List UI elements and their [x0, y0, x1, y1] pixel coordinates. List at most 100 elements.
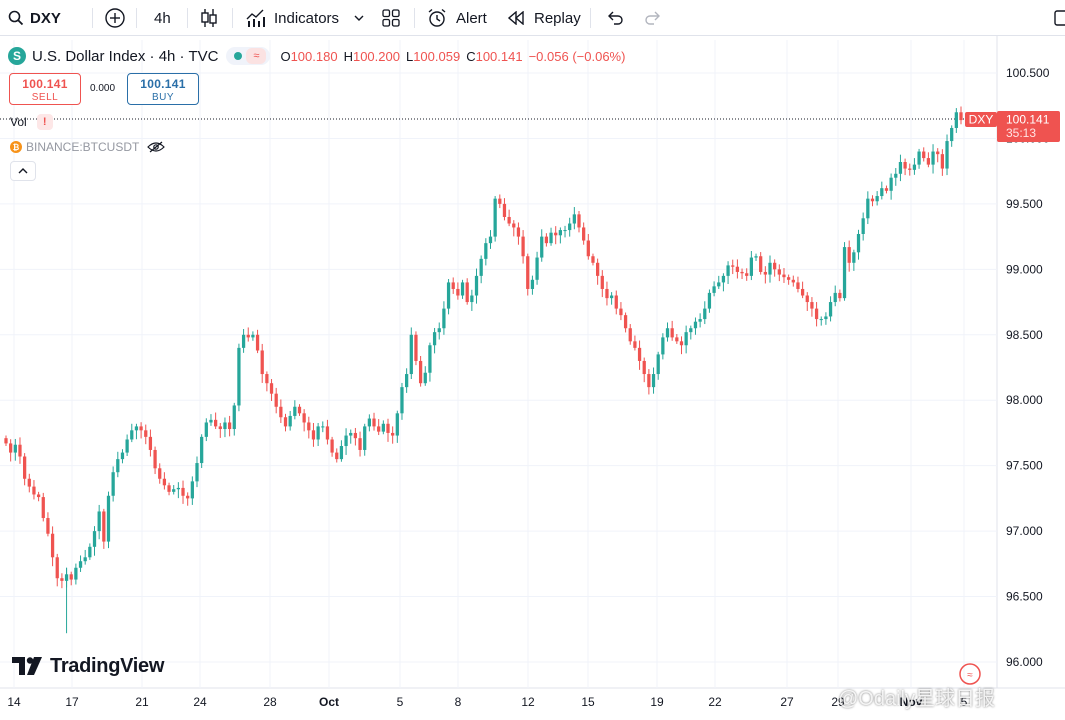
candle-body	[740, 271, 744, 274]
chevron-down-icon	[354, 15, 364, 21]
candle-body	[926, 158, 931, 165]
replay-button[interactable]: Replay	[507, 0, 581, 36]
collapse-legend-button[interactable]	[10, 161, 36, 181]
candle	[675, 333, 679, 344]
redo-icon	[645, 11, 660, 25]
chevron-up-icon	[18, 168, 28, 174]
toolbar-divider	[414, 8, 415, 28]
candles-icon	[201, 9, 217, 27]
candle-body	[186, 495, 190, 499]
candle	[912, 158, 917, 175]
candle	[120, 449, 125, 464]
candle	[60, 573, 64, 589]
candle-body	[321, 426, 325, 428]
candle	[223, 417, 227, 438]
templates-dropdown[interactable]	[353, 0, 365, 36]
candle	[791, 275, 795, 287]
candle	[349, 429, 353, 444]
candle	[707, 289, 712, 313]
candle	[78, 555, 83, 572]
candle	[88, 543, 92, 560]
compare-symbol-button[interactable]	[104, 0, 126, 36]
redo-button[interactable]	[644, 0, 662, 36]
candle	[735, 259, 740, 279]
x-tick-label: 27	[780, 695, 794, 709]
candle	[582, 222, 586, 245]
x-tick-label: 28	[263, 695, 277, 709]
candle-body	[619, 308, 623, 316]
candle	[810, 297, 814, 317]
candle	[954, 108, 958, 133]
x-tick-label: Nov	[900, 695, 923, 709]
symbol-search[interactable]: DXY	[8, 0, 61, 36]
candle	[754, 253, 758, 261]
candle	[32, 480, 36, 500]
candle-body	[507, 216, 511, 224]
candle-body	[488, 236, 493, 244]
x-tick-label: 5	[961, 695, 968, 709]
candle-body	[265, 374, 269, 384]
candle	[162, 472, 167, 490]
hidden-eye-icon[interactable]	[147, 141, 166, 153]
watermark: @Odaily星球日报	[838, 688, 995, 710]
candle-body	[940, 154, 944, 169]
candle-body	[600, 275, 604, 289]
tradingview-logo[interactable]: TradingView	[12, 655, 164, 677]
undo-button[interactable]	[606, 0, 624, 36]
candle-body	[568, 223, 572, 231]
candle	[540, 229, 544, 262]
chart-type-button[interactable]	[200, 0, 218, 36]
series-title[interactable]: U.S. Dollar Index · 4h · TVC	[32, 47, 219, 65]
sell-label: SELL	[31, 92, 59, 103]
candle-body	[232, 405, 236, 430]
candle-body	[852, 252, 856, 263]
candle	[423, 366, 427, 386]
buy-button[interactable]: 100.141 BUY	[127, 73, 199, 105]
candle-body	[768, 262, 772, 275]
candle	[745, 268, 749, 281]
candle	[894, 168, 898, 186]
candle-body	[931, 151, 935, 165]
candle-body	[55, 557, 59, 579]
layouts-button[interactable]	[382, 0, 400, 36]
market-status[interactable]: ≈	[226, 47, 271, 65]
candle	[926, 152, 931, 168]
candle-body	[609, 295, 614, 299]
candle	[670, 320, 674, 341]
volume-legend[interactable]: Vol !	[10, 114, 53, 130]
candle-body	[74, 567, 78, 580]
candle-body	[544, 236, 549, 244]
sell-button[interactable]: 100.141 SELL	[9, 73, 81, 105]
grid-layout-icon	[382, 9, 400, 27]
candle-body	[777, 269, 781, 275]
candle	[614, 290, 618, 315]
candle	[507, 209, 511, 227]
candle-body	[116, 459, 120, 473]
candle-body	[633, 341, 637, 348]
series-legend: S U.S. Dollar Index · 4h · TVC ≈ O100.18…	[8, 46, 625, 66]
candle-body	[120, 452, 125, 460]
candle-body	[847, 247, 851, 263]
y-tick-label: 100.500	[1006, 66, 1050, 80]
candle-body	[665, 328, 670, 338]
candle	[214, 412, 218, 430]
warning-icon[interactable]: !	[36, 114, 53, 130]
candle	[311, 422, 316, 447]
candle	[451, 277, 455, 294]
candle-body	[884, 188, 889, 191]
candle-body	[18, 444, 22, 457]
candle-body	[134, 426, 139, 431]
indicators-button[interactable]: Indicators	[246, 0, 339, 36]
candle	[432, 327, 437, 354]
compare-legend[interactable]: ₿ BINANCE:BTCUSDT	[10, 139, 166, 155]
candle-body	[516, 227, 521, 237]
interval-button[interactable]: 4h	[154, 0, 171, 36]
fullscreen-button[interactable]	[1054, 0, 1065, 36]
candle-body	[167, 485, 171, 492]
candle-body	[838, 292, 842, 299]
candle	[139, 422, 143, 439]
alert-button[interactable]: Alert	[427, 0, 487, 36]
candle	[554, 226, 558, 245]
search-icon	[8, 10, 24, 26]
